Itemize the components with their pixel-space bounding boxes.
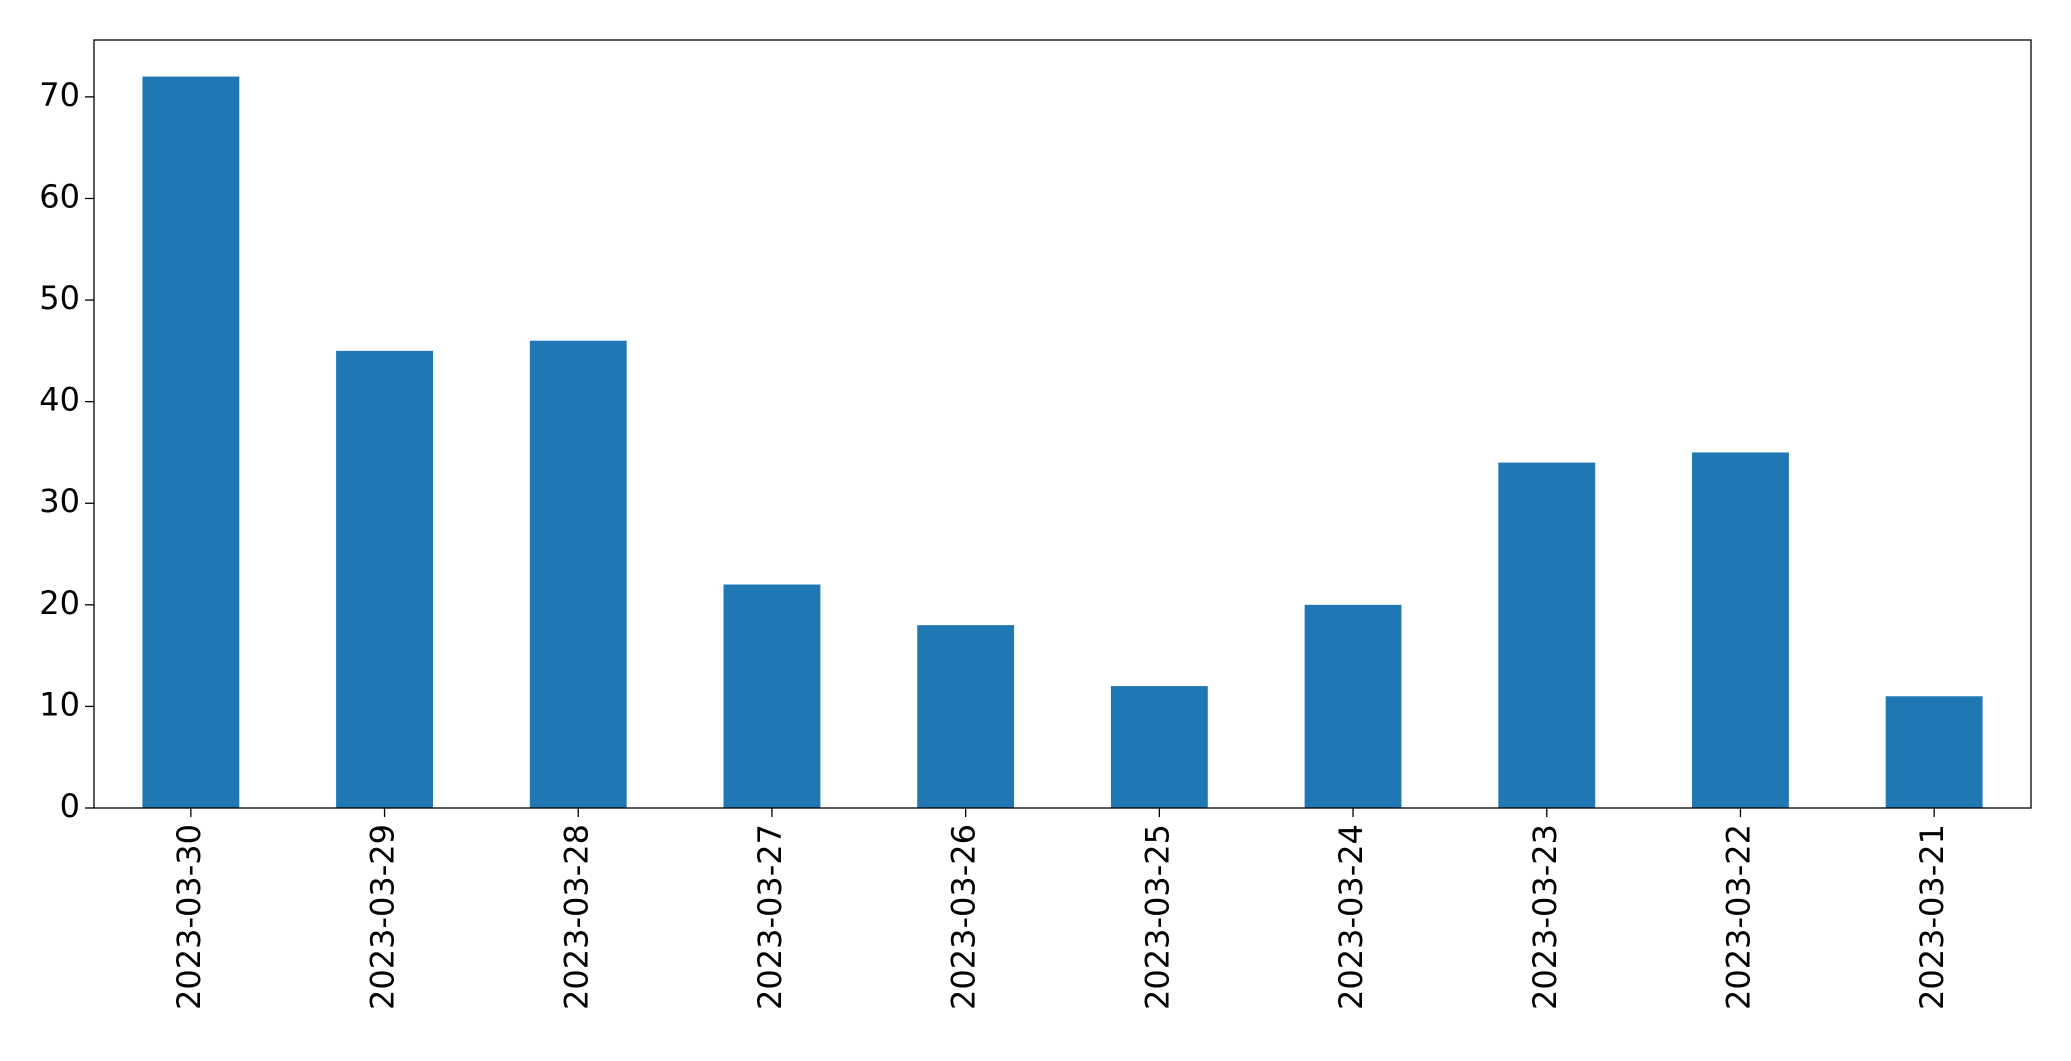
y-tick-label: 0 [60, 787, 80, 825]
y-tick-label: 10 [39, 685, 80, 723]
x-tick-label: 2023-03-24 [1332, 824, 1370, 1010]
plot-frame [93, 39, 2032, 809]
y-tick-label: 20 [39, 584, 80, 622]
bar [1110, 686, 1208, 808]
x-tick-label: 2023-03-26 [945, 824, 983, 1010]
x-tick-label: 2023-03-28 [557, 824, 595, 1010]
x-tick-label: 2023-03-29 [364, 824, 402, 1010]
x-tick-label: 2023-03-30 [170, 824, 208, 1010]
bar [1692, 452, 1789, 808]
x-tick-label: 2023-03-27 [751, 824, 789, 1010]
y-tick-label: 50 [39, 279, 80, 317]
bar [1304, 604, 1402, 808]
bar [1885, 696, 1983, 808]
x-tick-label: 2023-03-21 [1913, 824, 1951, 1010]
y-tick-label: 60 [39, 177, 80, 215]
bar [1498, 462, 1596, 808]
y-tick-label: 70 [39, 76, 80, 114]
x-tick-label: 2023-03-23 [1526, 824, 1564, 1010]
bar [917, 625, 1015, 808]
bar [723, 584, 821, 808]
x-tick-label: 2023-03-22 [1719, 824, 1757, 1010]
y-tick-label: 40 [39, 381, 80, 419]
y-tick-label: 30 [39, 482, 80, 520]
bar [336, 350, 433, 808]
x-tick-label: 2023-03-25 [1138, 824, 1176, 1010]
bar [529, 340, 627, 808]
bar [142, 76, 240, 809]
